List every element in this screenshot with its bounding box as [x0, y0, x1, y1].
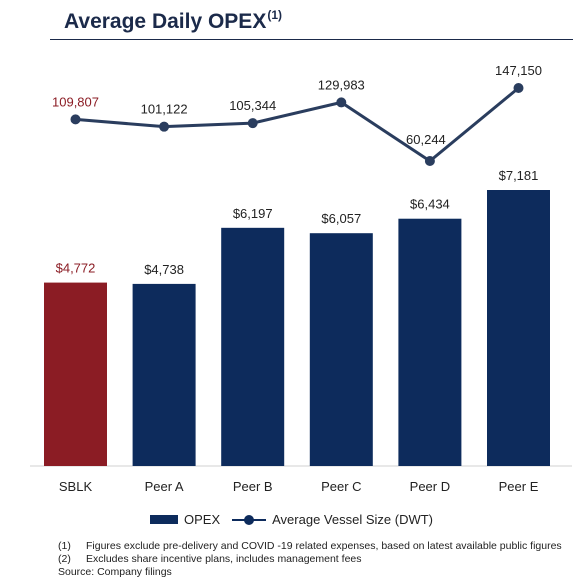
bar-peer-b — [221, 227, 285, 466]
line-point-peer-e — [513, 83, 524, 93]
line-label-sblk: 109,807 — [52, 94, 99, 109]
x-tick-peer-b: Peer B — [233, 479, 273, 494]
line-point-peer-d — [424, 156, 435, 166]
line-point-peer-c — [336, 97, 347, 108]
footnote-2: (2) Excludes share incentive plans, inclu… — [58, 553, 362, 565]
line-label-peer-c: 129,983 — [318, 77, 365, 92]
legend-vessel-label: Average Vessel Size (DWT) — [272, 512, 433, 527]
bar-peer-c — [309, 233, 373, 466]
legend: OPEX Average Vessel Size (DWT) — [150, 512, 433, 527]
title-footnote-ref: (1) — [267, 8, 282, 22]
x-tick-peer-e: Peer E — [499, 479, 539, 494]
line-label-peer-a: 101,122 — [141, 102, 188, 117]
x-tick-peer-a: Peer A — [145, 479, 184, 494]
bar-peer-d — [398, 218, 462, 466]
bar-peer-a — [132, 283, 196, 466]
vessel-size-line — [75, 86, 520, 163]
x-tick-sblk: SBLK — [59, 479, 93, 494]
line-label-peer-b: 105,344 — [229, 98, 276, 113]
line-point-peer-a — [159, 121, 170, 132]
line-point-peer-b — [247, 118, 258, 129]
x-tick-peer-d: Peer D — [410, 479, 450, 494]
legend-opex-label: OPEX — [184, 512, 221, 527]
legend-opex-swatch — [150, 515, 178, 524]
bar-label-peer-b: $6,197 — [233, 206, 273, 221]
source-note: Source: Company filings — [58, 566, 172, 578]
line-label-peer-e: 147,150 — [495, 63, 542, 78]
legend-vessel-swatch — [232, 513, 267, 527]
chart-title: Average Daily OPEX(1) — [64, 8, 282, 33]
bar-label-peer-e: $7,181 — [499, 168, 539, 183]
bar-label-sblk: $4,772 — [56, 261, 96, 276]
line-point-sblk — [70, 114, 81, 125]
footnotes: (1) Figures exclude pre-delivery and COVI… — [58, 540, 562, 579]
opex-chart: $4,772 SBLK $4,738 Peer A $6,197 Peer B $6,057… — [30, 63, 572, 494]
bar-label-peer-c: $6,057 — [321, 211, 361, 226]
x-tick-peer-c: Peer C — [321, 479, 361, 494]
line-label-peer-d: 60,244 — [406, 132, 446, 147]
bar-label-peer-a: $4,738 — [144, 262, 184, 277]
bar-label-peer-d: $6,434 — [410, 197, 450, 212]
bar-peer-e — [487, 190, 550, 466]
bar-sblk — [44, 282, 107, 466]
footnote-1: (1) Figures exclude pre-delivery and COVI… — [58, 540, 562, 552]
title-rule — [50, 39, 573, 40]
